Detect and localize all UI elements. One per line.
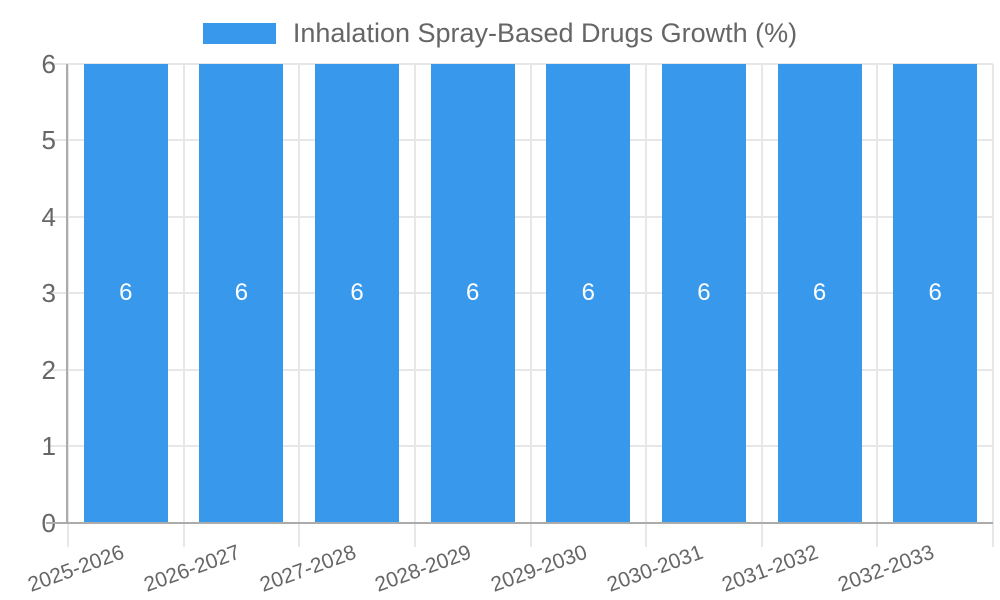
bar[interactable]	[315, 63, 400, 523]
y-tick-label: 1	[41, 431, 56, 462]
x-gridline	[760, 63, 763, 547]
bar[interactable]	[546, 63, 631, 523]
y-gridline	[46, 292, 993, 295]
x-tick-label: 2028-2029	[372, 540, 475, 597]
x-tick-label: 2031-2032	[719, 540, 822, 597]
legend-label: Inhalation Spray-Based Drugs Growth (%)	[292, 18, 798, 48]
bar[interactable]	[661, 63, 746, 523]
chart-legend[interactable]: Inhalation Spray-Based Drugs Growth (%)	[0, 19, 1000, 47]
bar-value-label: 6	[350, 279, 364, 307]
y-tick-label: 6	[41, 48, 56, 79]
x-tick-label: 2029-2030	[487, 540, 591, 597]
y-tick-label: 4	[41, 201, 56, 232]
y-gridline	[46, 368, 993, 371]
y-gridline	[46, 445, 993, 448]
y-tick-label: 2	[41, 354, 56, 385]
y-axis-line	[66, 63, 68, 523]
x-tick-label: 2030-2031	[603, 540, 706, 597]
x-axis-line	[46, 521, 993, 524]
y-tick-label: 3	[41, 278, 56, 309]
bar[interactable]	[777, 63, 862, 523]
legend-swatch	[202, 22, 276, 44]
x-tick-label: 2027-2028	[256, 540, 359, 597]
bar-value-label: 6	[812, 279, 827, 307]
x-gridline	[529, 63, 532, 547]
x-tick-label: 2026-2027	[140, 540, 244, 597]
bar[interactable]	[199, 63, 284, 523]
x-tick-label: 2025-2026	[25, 540, 128, 597]
bar[interactable]	[83, 63, 168, 523]
x-gridline	[992, 63, 994, 547]
x-tick-label: 2032-2033	[834, 540, 937, 597]
x-gridline	[645, 63, 648, 547]
bar-value-label: 6	[581, 279, 595, 307]
bar[interactable]	[893, 63, 978, 523]
x-gridline	[413, 63, 416, 547]
bar-value-label: 6	[466, 279, 480, 307]
bar-value-label: 6	[928, 279, 942, 307]
bar-value-label: 6	[697, 279, 711, 307]
bar-value-label: 6	[119, 279, 133, 307]
bar-value-label: 6	[234, 279, 249, 307]
x-gridline	[182, 63, 185, 547]
y-gridline	[46, 215, 993, 218]
y-tick-label: 5	[41, 125, 56, 156]
x-gridline	[67, 63, 69, 547]
y-gridline	[46, 62, 993, 65]
x-gridline	[876, 63, 879, 547]
x-gridline	[298, 63, 301, 547]
y-gridline	[46, 139, 993, 142]
bar[interactable]	[430, 63, 515, 523]
